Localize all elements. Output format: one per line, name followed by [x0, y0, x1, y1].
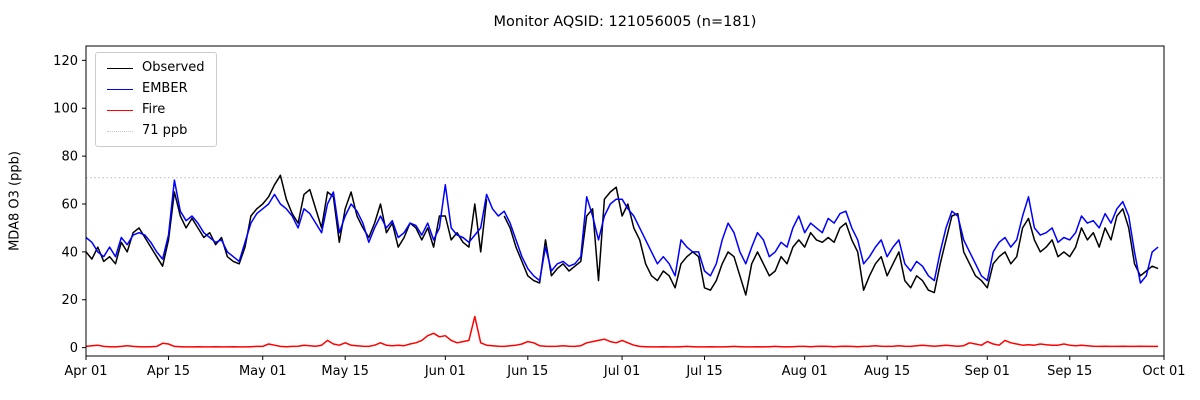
legend-swatch-71-ppb: [107, 130, 133, 132]
series-line-ember: [85, 179, 1159, 284]
legend-swatch-ember: [107, 88, 133, 90]
legend-item-fire: Fire: [107, 103, 205, 117]
x-tick-label: Apr 01: [64, 364, 107, 379]
series-line-fire: [85, 315, 1159, 348]
y-tick-label: 120: [53, 54, 78, 69]
y-tick-label: 100: [53, 102, 78, 117]
x-tick-label: May 15: [321, 364, 369, 379]
legend: Observed EMBER Fire 71 ppb: [95, 52, 217, 147]
plot-frame: [85, 45, 1165, 357]
x-tick-label: Jul 01: [603, 364, 640, 379]
x-tick-label: Jun 01: [424, 364, 466, 379]
legend-label-fire: Fire: [142, 102, 166, 117]
y-tick-label: 80: [61, 150, 78, 165]
y-tick-label: 60: [61, 197, 78, 212]
legend-label-ember: EMBER: [142, 81, 188, 96]
x-tick-label: Apr 15: [147, 364, 190, 379]
chart-title: Monitor AQSID: 121056005 (n=181): [493, 14, 757, 30]
y-tick-label: 40: [61, 245, 78, 260]
legend-swatch-fire: [107, 109, 133, 111]
y-tick-label: 20: [61, 293, 78, 308]
x-tick-label: Sep 01: [965, 364, 1010, 379]
legend-swatch-observed: [107, 67, 133, 69]
legend-item-observed: Observed: [107, 61, 205, 75]
legend-label-71-ppb: 71 ppb: [142, 123, 188, 138]
x-tick-label: Aug 01: [782, 364, 828, 379]
x-tick-label: Oct 01: [1142, 364, 1185, 379]
x-tick-label: Jun 15: [506, 364, 548, 379]
x-tick-label: Aug 15: [864, 364, 910, 379]
legend-item-ember: EMBER: [107, 82, 205, 96]
y-tick-label: 0: [70, 341, 78, 356]
x-tick-label: Sep 15: [1047, 364, 1092, 379]
x-tick-label: Jul 15: [685, 364, 722, 379]
series-line-observed: [85, 174, 1159, 296]
legend-label-observed: Observed: [142, 60, 205, 75]
legend-item-71-ppb: 71 ppb: [107, 124, 205, 138]
x-tick-label: May 01: [239, 364, 287, 379]
